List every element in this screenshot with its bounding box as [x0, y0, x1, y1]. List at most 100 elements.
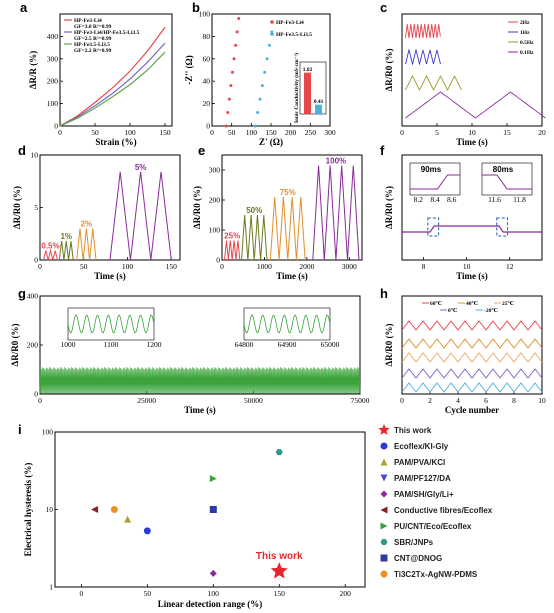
panel-f-ylabel: ΔR/R0 (%) [384, 186, 394, 229]
panel-i-legend-entry: PAM/PF127/DA [394, 474, 451, 483]
panel-a-xtick-label: 150 [159, 128, 171, 137]
panel-i-legend-entry: Ti3C2Tx-AgNW-PDMS [394, 570, 478, 579]
panel-a-ytick-label: 300 [47, 54, 59, 63]
panel-f-inset-tick: 8.6 [447, 195, 457, 204]
panel-h-series-line [401, 368, 543, 379]
panel-h-series-line [401, 320, 543, 331]
panel-e-xtick-label: 3000 [342, 262, 357, 271]
panel-b-inset-ylabel: Ionic Conductivity (mS·cm⁻¹) [293, 53, 300, 123]
panel-b-xtick-label: 150 [265, 128, 277, 137]
panel-d-xtick-label: 150 [166, 262, 178, 271]
panel-b-data-point [253, 124, 257, 128]
panel-h-xtick-label: 4 [456, 396, 460, 405]
panel-b-data-point [267, 43, 271, 47]
panel-i-legend-entry: PAM/PVA/KCl [394, 458, 445, 467]
panel-i-ytick-label: 10 [46, 505, 54, 514]
panel-b-data-point [235, 30, 239, 34]
i-panel-label: i [18, 422, 22, 437]
panel-h-legend-entry: -20℃ [484, 307, 498, 314]
panel-g-ylabel: ΔR/R0 (%) [10, 324, 20, 367]
panel-a-legend-note: GF=2.2 R²=0.99 [74, 48, 112, 54]
panel-h-xtick-label: 0 [400, 396, 404, 405]
panel-i-xtick-label: 0 [80, 589, 84, 598]
panel-i-xtick-label: 50 [144, 589, 152, 598]
panel-b-ytick-label: 100 [199, 10, 211, 19]
panel-i-legend-entry: PU/CNT/Eco/Ecoflex [394, 522, 472, 531]
panel-a-legend-entry: HP-Fe3.5-Li3.5 [74, 42, 110, 48]
panel-d-xtick-label: 0 [38, 262, 42, 271]
panel-b-legend-entry: HP-Fe3.5-Li3.5 [276, 32, 312, 38]
panel-d: 0 50 100 150 0 5 10 Time (s) ΔR/R0 (%) d 0.5%1% 2% 5… [12, 143, 181, 281]
panel-a-series-line [59, 51, 166, 127]
panel-f-xtick-label: 8 [422, 262, 426, 271]
panel-e-series-label: 50% [246, 206, 262, 215]
panel-b-xtick-label: 100 [246, 128, 258, 137]
panel-f-zoom-box [496, 217, 509, 237]
panel-f-frame [401, 154, 543, 261]
panel-g-xtick-label: 75000 [351, 396, 370, 405]
panel-i-legend-entry: SBR/JNPs [394, 538, 434, 547]
c-panel-label: c [380, 0, 387, 15]
panel-g-xlabel: Time (s) [184, 405, 216, 415]
panel-g-inset-tick: 65000 [321, 340, 340, 349]
panel-b-data-point [227, 97, 231, 101]
panel-b-ytick-label: 40 [203, 77, 211, 86]
panel-e-series-line [224, 240, 241, 261]
panel-c-legend-entry: 1Hz [520, 30, 530, 36]
panel-b-legend-entry: HP-Fe3-Li4 [276, 20, 304, 26]
panel-d-ylabel: ΔR/R0 (%) [12, 186, 22, 229]
panel-b-inset-bar [304, 72, 311, 114]
panel-f-inset-line [410, 174, 460, 190]
panel-i-xtick-label: 200 [340, 589, 352, 598]
panel-i-xlabel: Linear detection range (%) [158, 599, 263, 609]
panel-b-inset-bar-label: 1.82 [303, 67, 313, 73]
panel-h-xlabel: Cycle number [445, 405, 499, 415]
panel-f-zoom-box [427, 217, 440, 237]
panel-e-ytick-label: 300 [209, 166, 221, 175]
panel-c-series-line [405, 48, 441, 66]
panel-d-series-line [76, 228, 97, 261]
panel-i-legend-marker [380, 506, 388, 514]
panel-i-legend-marker [378, 424, 390, 435]
panel-g: 0 25000 50000 75000 0 200 400 Time (s) ΔR/R0 (%)… [10, 286, 370, 415]
panel-g-xtick-label: 0 [38, 396, 42, 405]
panel-c-series-line [405, 23, 441, 39]
panel-d-ytick-label: 0 [34, 256, 38, 265]
panel-d-xtick-label: 50 [80, 262, 88, 271]
panel-d-xlabel: Time (s) [94, 271, 126, 281]
panel-i-data-point [91, 506, 99, 513]
panel-b-xlabel: Z' (Ω) [259, 137, 283, 147]
panel-d-series-line [58, 241, 74, 261]
panel-e-series-line [241, 214, 268, 261]
panel-f-inset-tick: 8.2 [414, 195, 424, 204]
panel-g-series-line [39, 367, 361, 394]
panel-f-xtick-label: 10 [463, 262, 471, 271]
panel-d-series-label: 1% [60, 232, 72, 241]
panel-a-frame [59, 13, 173, 127]
panel-a-series-line [59, 42, 166, 127]
panel-h-xtick-label: 10 [538, 396, 546, 405]
panel-a-ytick-label: 400 [47, 32, 59, 41]
b-panel-label: b [192, 0, 200, 15]
panel-a-legend-entry: HP-Fe3-Li4 [74, 18, 102, 24]
panel-b-ytick-label: 80 [203, 32, 211, 41]
panel-i-data-point [270, 562, 288, 579]
panel-c-ylabel: ΔR/R0 (%) [384, 49, 394, 92]
panel-b-xtick-label: 0 [210, 128, 214, 137]
panel-h-series-line [401, 338, 543, 349]
panel-e: 0 1000 2000 3000 0 100 200 300 Time (s) ΔR/R0 (%)… [192, 143, 363, 281]
panel-i-ylabel: Electrical hysteresis (%) [23, 463, 33, 557]
panel-e-series-label: 100% [326, 157, 346, 166]
panel-b-inset-bar-label: 0.41 [314, 99, 324, 105]
panel-g-inset-line [243, 314, 331, 334]
panel-b-data-point [230, 70, 234, 74]
panel-i-data-point [209, 506, 217, 513]
panel-g-inset-tick: 64900 [278, 340, 297, 349]
panel-e-frame [221, 154, 363, 261]
panel-h-frame [401, 295, 543, 395]
f-panel-label: f [380, 143, 385, 158]
panel-d-xtick-label: 100 [122, 262, 134, 271]
panel-f-xtick-label: 12 [506, 262, 514, 271]
panel-i-ytick-label: 1 [49, 583, 53, 592]
panel-b-data-point [229, 84, 233, 88]
